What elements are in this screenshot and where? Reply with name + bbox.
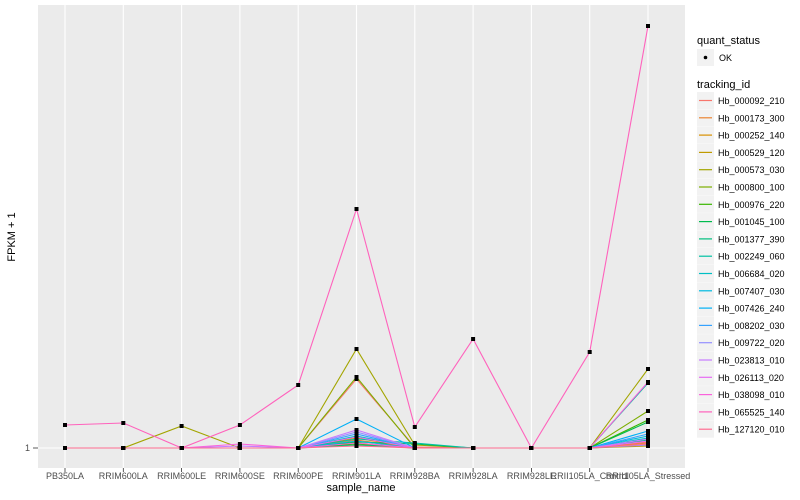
- data-point: [179, 446, 184, 450]
- legend-label: Hb_007407_030: [718, 286, 785, 296]
- legend-label: Hb_000252_140: [718, 131, 785, 141]
- legend-label-ok: OK: [719, 53, 732, 63]
- y-tick-label: 1: [25, 443, 30, 453]
- x-axis-title: sample_name: [326, 482, 395, 494]
- plot-panel: [38, 5, 685, 468]
- data-point: [412, 425, 417, 429]
- x-tick-label: RRIM928LE: [507, 471, 556, 481]
- data-point: [296, 446, 301, 450]
- data-point: [646, 409, 650, 413]
- data-point: [529, 446, 534, 450]
- legend-label: Hb_001045_100: [718, 217, 785, 227]
- data-point: [587, 446, 592, 450]
- legend-title-tracking-id: tracking_id: [697, 79, 750, 91]
- data-point: [471, 337, 476, 341]
- data-point: [63, 446, 67, 450]
- legend-label: Hb_127120_010: [718, 425, 785, 435]
- x-tick-label: PB350LA: [46, 471, 84, 481]
- legend-label: Hb_023813_010: [718, 356, 785, 366]
- legend-label: Hb_065525_140: [718, 407, 785, 417]
- data-point: [237, 423, 242, 427]
- legend-label: Hb_006684_020: [718, 269, 785, 279]
- legend-label: Hb_008202_030: [718, 321, 785, 331]
- data-point: [354, 428, 359, 432]
- y-axis-title: FPKM + 1: [6, 212, 18, 261]
- x-tick-label: RRIM600PE: [273, 471, 323, 481]
- legend-label: Hb_000573_030: [718, 165, 785, 175]
- y-axis: 1: [25, 443, 38, 453]
- data-point: [354, 375, 359, 379]
- legend-quant-status: quant_status OK: [697, 35, 760, 66]
- legend-label: Hb_001377_390: [718, 234, 785, 244]
- data-point: [412, 441, 417, 445]
- x-tick-label: RRIM928LA: [449, 471, 498, 481]
- legend-label: Hb_000800_100: [718, 183, 785, 193]
- data-point: [63, 423, 67, 427]
- data-point: [646, 439, 650, 443]
- x-tick-label: RRIM600LA: [99, 471, 148, 481]
- data-point: [646, 432, 650, 436]
- legend-label: Hb_000529_120: [718, 148, 785, 158]
- data-point: [354, 444, 359, 448]
- data-point: [587, 350, 592, 354]
- legend-label: Hb_002249_060: [718, 252, 785, 262]
- legend-label: Hb_009722_020: [718, 338, 785, 348]
- legend-label: Hb_000173_300: [718, 113, 785, 123]
- data-point: [354, 441, 359, 445]
- data-points: [63, 24, 650, 450]
- data-point: [121, 421, 126, 425]
- x-tick-label: RRIM600LE: [157, 471, 206, 481]
- data-point: [646, 380, 650, 384]
- data-point: [412, 446, 417, 450]
- data-point: [646, 442, 650, 446]
- data-point: [121, 446, 126, 450]
- legend-tracking-id: Hb_000092_210 Hb_000173_300 Hb_000252_140 H…: [697, 92, 785, 438]
- data-point: [646, 429, 650, 433]
- legend-label: Hb_000092_210: [718, 96, 785, 106]
- data-point: [471, 446, 476, 450]
- legend-label: Hb_026113_020: [718, 373, 784, 383]
- point-icon: [703, 55, 708, 60]
- data-point: [237, 446, 242, 450]
- data-point: [296, 383, 301, 387]
- x-tick-label: RRII105LA_Control: [551, 471, 629, 481]
- legend-label: Hb_007426_240: [718, 304, 785, 314]
- x-tick-label: RRIM901LA: [332, 471, 381, 481]
- data-point: [354, 417, 359, 421]
- data-point: [354, 347, 359, 351]
- x-tick-labels: PB350LA RRIM600LA RRIM600LE RRIM600SE RRIM60…: [46, 468, 690, 481]
- data-point: [237, 442, 242, 446]
- data-point: [646, 24, 650, 28]
- legend-label: Hb_038098_010: [718, 390, 785, 400]
- data-point: [354, 435, 359, 439]
- x-tick-label: RRIM600SE: [215, 471, 265, 481]
- x-tick-label: RRII105LA_Stressed: [606, 471, 691, 481]
- x-tick-label: RRIM928BA: [390, 471, 440, 481]
- data-point: [646, 420, 650, 424]
- gridlines: [38, 5, 685, 468]
- legend-label: Hb_000976_220: [718, 200, 785, 210]
- data-point: [179, 424, 184, 428]
- data-point: [646, 367, 650, 371]
- data-point: [354, 207, 359, 211]
- legend-title-quant-status: quant_status: [697, 35, 760, 47]
